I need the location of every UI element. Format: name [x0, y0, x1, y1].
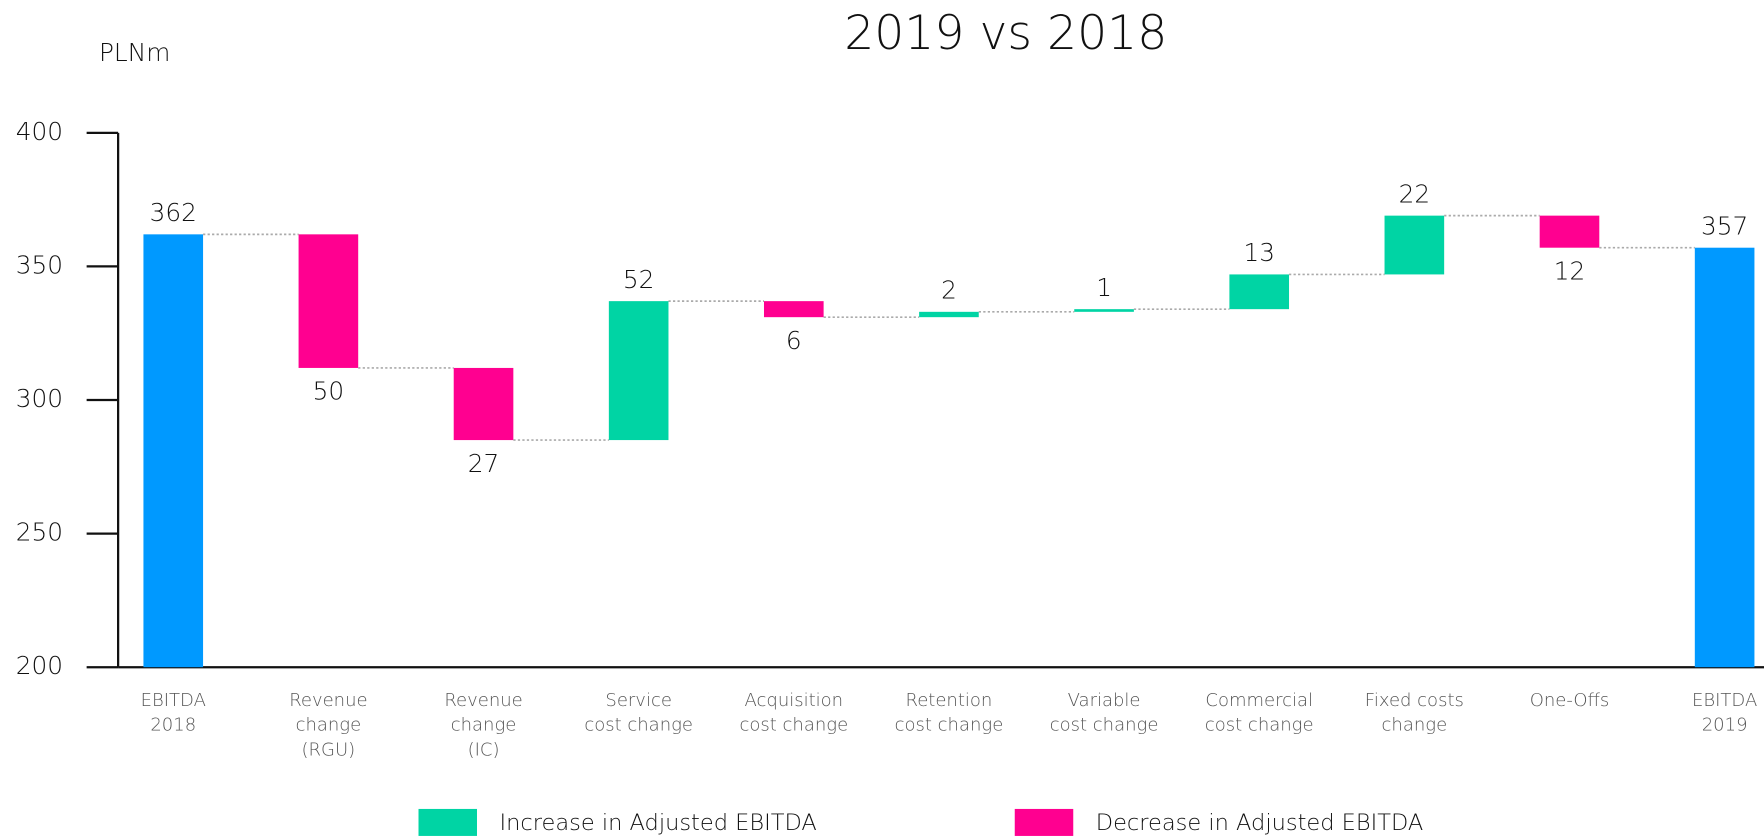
data-label: 13 [1243, 238, 1275, 267]
x-tick-label: (IC) [468, 739, 500, 760]
x-tick-label: One-Offs [1530, 690, 1610, 711]
x-tick-label: Revenue [444, 690, 522, 711]
x-tick-label: 2019 [1702, 715, 1748, 736]
x-tick-label: change [296, 715, 362, 736]
legend-label: Decrease in Adjusted EBITDA [1096, 810, 1424, 836]
bar [1229, 274, 1290, 310]
bar [1074, 309, 1134, 312]
bar [298, 234, 359, 368]
bar [453, 367, 514, 441]
legend-label: Increase in Adjusted EBITDA [500, 810, 817, 836]
x-tick-label: Fixed costs [1365, 690, 1464, 711]
x-tick-label: (RGU) [302, 739, 356, 760]
y-tick-label: 350 [16, 250, 63, 279]
data-label: 362 [150, 198, 197, 227]
x-tick-label: Commercial [1205, 690, 1313, 711]
data-label: 52 [623, 265, 655, 294]
y-tick-label: 250 [16, 518, 63, 547]
legend-swatch [1014, 808, 1074, 836]
data-label: 1 [1096, 273, 1112, 302]
y-tick-label: 400 [16, 117, 63, 146]
bar [608, 301, 669, 441]
y-tick-label: 200 [16, 651, 63, 680]
y-tick-label: 300 [16, 384, 63, 413]
bar [919, 311, 979, 318]
legend-swatch [418, 808, 477, 836]
x-tick-label: cost change [1050, 715, 1159, 736]
bar [763, 301, 824, 318]
x-tick-label: EBITDA [1692, 690, 1757, 711]
bar [143, 234, 204, 668]
x-tick-label: Revenue [289, 690, 367, 711]
x-tick-label: cost change [739, 715, 848, 736]
chart-title: 2019 vs 2018 [844, 6, 1167, 61]
bar [1384, 215, 1445, 275]
data-label: 6 [786, 326, 802, 355]
x-tick-label: Acquisition [745, 690, 844, 711]
x-tick-label: Variable [1068, 690, 1141, 711]
x-tick-label: cost change [895, 715, 1004, 736]
x-tick-label: EBITDA [141, 690, 206, 711]
y-axis-label: PLNm [99, 38, 170, 67]
bar [1539, 215, 1600, 248]
data-label: 12 [1554, 256, 1586, 285]
data-label: 2 [941, 276, 957, 305]
bar [1694, 247, 1755, 668]
data-label: 50 [313, 377, 345, 406]
x-tick-label: Retention [906, 690, 993, 711]
x-tick-label: change [1382, 715, 1448, 736]
data-label: 27 [468, 449, 500, 478]
x-tick-label: cost change [584, 715, 693, 736]
data-label: 357 [1701, 211, 1748, 240]
x-tick-label: cost change [1205, 715, 1314, 736]
x-tick-label: change [451, 715, 517, 736]
data-label: 22 [1399, 179, 1431, 208]
x-tick-label: 2018 [150, 715, 196, 736]
x-tick-label: Service [605, 690, 672, 711]
